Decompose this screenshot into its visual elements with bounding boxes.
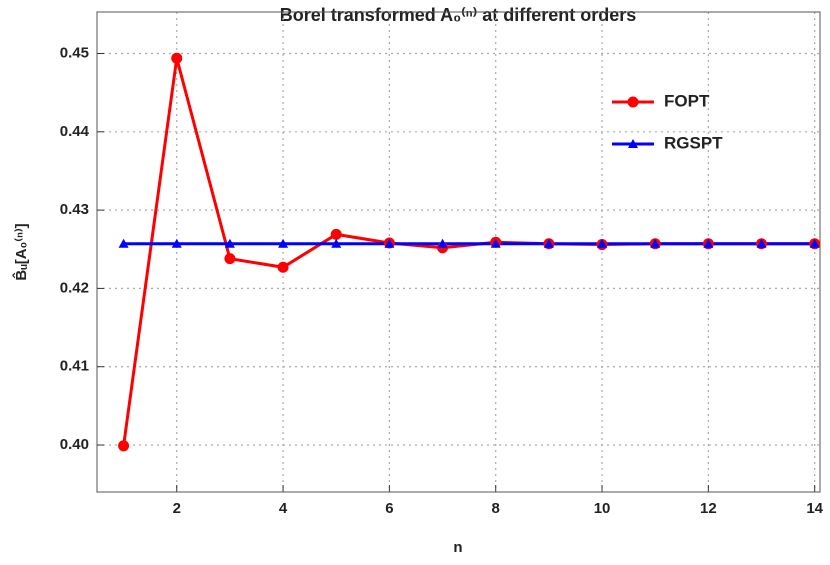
y-axis-label: B̂ᵤ[A₀⁽ⁿ⁾] [11,223,30,280]
data-point [703,238,714,248]
y-tick-label: 0.42 [60,279,89,296]
y-tick-label: 0.45 [60,44,89,61]
x-tick-label: 6 [385,500,393,517]
data-point [543,238,554,248]
data-point [278,238,289,248]
data-point [277,261,289,273]
data-point [650,238,661,248]
data-point [171,52,183,64]
data-point [118,238,129,248]
x-tick-label: 8 [492,500,500,517]
legend-label: FOPT [664,91,710,110]
data-point [809,238,820,248]
series-line [122,57,815,447]
data-point [331,238,342,248]
y-tick-label: 0.44 [60,123,90,140]
x-axis-label: n [453,539,462,556]
data-point [171,238,182,248]
plot-frame [96,11,821,493]
chart-title: Borel transformed A₀⁽ⁿ⁾ at different ord… [280,5,636,25]
x-tick-label: 14 [806,500,823,517]
data-point [437,238,448,248]
legend-marker [628,139,638,148]
data-point [597,238,608,248]
legend-label: RGSPT [664,133,723,152]
data-point [756,238,767,248]
y-tick-label: 0.43 [60,201,89,218]
data-point [384,238,395,248]
x-tick-label: 4 [279,500,288,517]
data-point [224,253,236,265]
x-tick-label: 2 [173,500,181,517]
data-point [224,238,235,248]
data-point [490,238,501,248]
x-tick-label: 10 [594,500,611,517]
data-point [118,440,130,452]
y-tick-label: 0.40 [60,436,89,453]
x-tick-label: 12 [700,500,717,517]
data-point [330,228,342,240]
y-tick-label: 0.41 [60,358,89,375]
legend-marker [627,96,639,108]
